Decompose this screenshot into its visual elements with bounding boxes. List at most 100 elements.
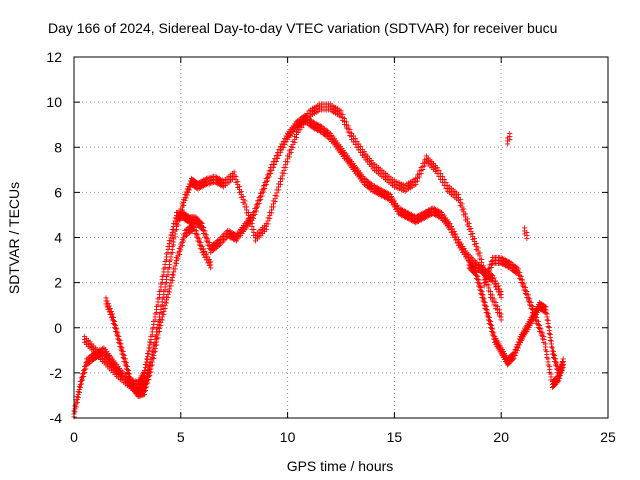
data-point: + <box>130 385 136 396</box>
data-point: + <box>89 339 95 350</box>
data-point: + <box>192 179 198 190</box>
data-point: + <box>527 300 533 311</box>
data-point: + <box>198 221 204 232</box>
data-point: + <box>492 276 498 287</box>
data-point: + <box>340 113 346 124</box>
data-point: + <box>485 270 491 281</box>
data-point: + <box>317 99 323 110</box>
data-point: + <box>133 383 139 394</box>
data-point: + <box>128 383 134 394</box>
data-point: + <box>137 391 143 402</box>
data-point: + <box>181 208 187 219</box>
data-point: + <box>389 192 395 203</box>
data-point: + <box>541 301 547 312</box>
data-point: + <box>507 257 513 268</box>
data-point: + <box>208 172 214 183</box>
data-point: + <box>345 124 351 135</box>
data-point: + <box>169 272 175 283</box>
data-point: + <box>195 236 201 247</box>
data-point: + <box>560 356 566 367</box>
data-point: + <box>488 292 494 303</box>
data-point: + <box>512 345 518 356</box>
data-point: + <box>108 306 114 317</box>
data-point: + <box>393 204 399 215</box>
data-point: + <box>414 211 420 222</box>
data-point: + <box>516 340 522 351</box>
data-point: + <box>197 222 203 233</box>
data-point: + <box>495 284 501 295</box>
data-point: + <box>171 225 177 236</box>
data-point: + <box>132 376 138 387</box>
data-point: + <box>463 249 469 260</box>
data-point: + <box>221 182 227 193</box>
data-point: + <box>184 210 190 221</box>
data-point: + <box>129 377 135 388</box>
data-point: + <box>318 105 324 116</box>
data-point: + <box>379 165 385 176</box>
data-point: + <box>254 231 260 242</box>
data-point: + <box>181 214 187 225</box>
data-point: + <box>140 381 146 392</box>
data-point: + <box>182 228 188 239</box>
data-point: + <box>542 342 548 353</box>
data-point: + <box>410 213 416 224</box>
data-point: + <box>201 178 207 189</box>
data-point: + <box>190 215 196 226</box>
data-point: + <box>416 210 422 221</box>
data-point: + <box>228 227 234 238</box>
data-point: + <box>83 339 89 350</box>
data-point: + <box>490 274 496 285</box>
data-point: + <box>476 278 482 289</box>
data-point: + <box>302 117 308 128</box>
data-point: + <box>497 347 503 358</box>
data-point: + <box>155 294 161 305</box>
data-point: + <box>222 174 228 185</box>
data-point: + <box>213 243 219 254</box>
data-point: + <box>559 361 565 372</box>
data-point: + <box>158 285 164 296</box>
data-point: + <box>203 233 209 244</box>
data-point: + <box>455 189 461 200</box>
data-point: + <box>488 286 494 297</box>
data-point: + <box>556 370 562 381</box>
data-point: + <box>283 131 289 142</box>
data-point: + <box>404 210 410 221</box>
data-point: + <box>183 187 189 198</box>
data-point: + <box>313 119 319 130</box>
data-point: + <box>145 368 151 379</box>
data-point: + <box>286 149 292 160</box>
data-point: + <box>147 361 153 372</box>
data-point: + <box>285 134 291 145</box>
data-point: + <box>289 123 295 134</box>
data-point: + <box>441 177 447 188</box>
data-point: + <box>112 363 118 374</box>
data-point: + <box>131 386 137 397</box>
data-point: + <box>222 231 228 242</box>
data-point: + <box>285 128 291 139</box>
data-point: + <box>342 116 348 127</box>
data-point: + <box>336 143 342 154</box>
data-point: + <box>114 363 120 374</box>
data-point: + <box>538 304 544 315</box>
data-point: + <box>544 350 550 361</box>
data-point: + <box>175 213 181 224</box>
data-point: + <box>186 222 192 233</box>
data-point: + <box>272 194 278 205</box>
data-point: + <box>186 185 192 196</box>
data-point: + <box>84 360 90 371</box>
data-point: + <box>229 168 235 179</box>
data-point: + <box>270 196 276 207</box>
data-point: + <box>537 301 543 312</box>
data-point: + <box>171 219 177 230</box>
data-point: + <box>158 301 164 312</box>
data-point: + <box>191 215 197 226</box>
data-point: + <box>194 180 200 191</box>
data-point: + <box>489 293 495 304</box>
data-point: + <box>424 212 430 223</box>
data-point: + <box>162 256 168 267</box>
data-point: + <box>74 397 80 408</box>
data-point: + <box>463 209 469 220</box>
data-point: + <box>554 364 560 375</box>
data-point: + <box>416 169 422 180</box>
data-point: + <box>480 261 486 272</box>
